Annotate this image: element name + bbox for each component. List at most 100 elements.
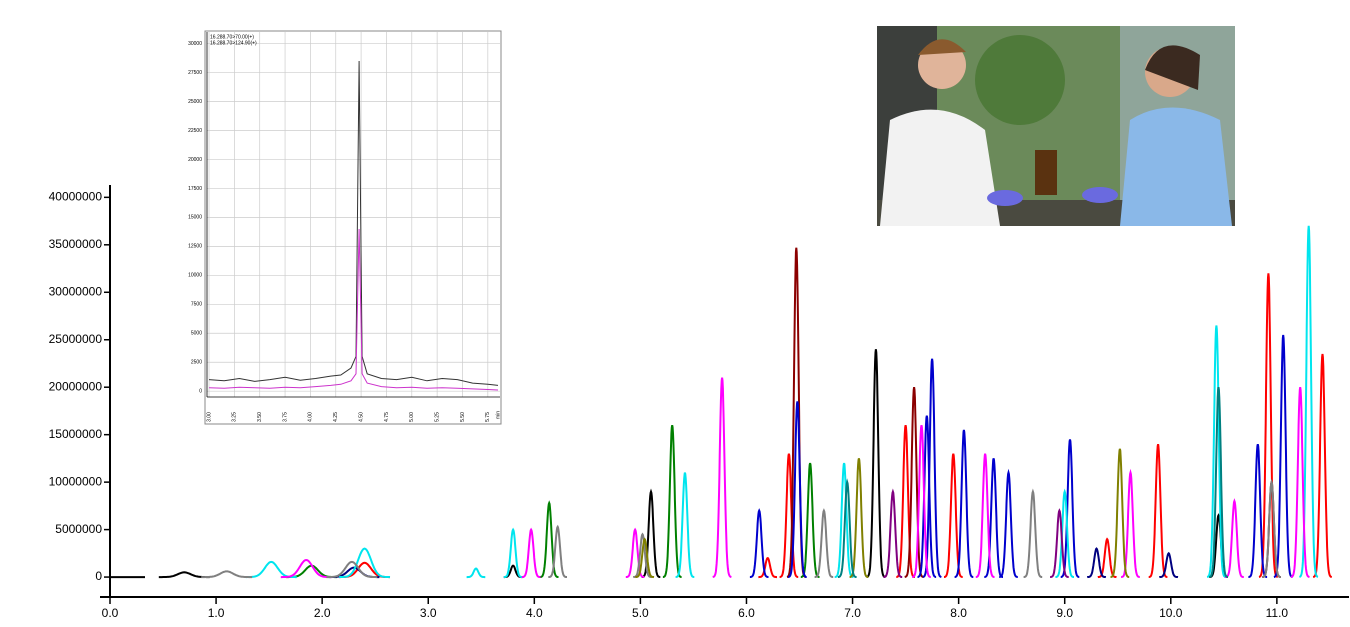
x-tick-label: 5.50 [460,412,466,422]
peak [632,532,653,579]
legend-entry: 16.288.70>70.00(+) [210,34,254,40]
peak [866,349,886,578]
peak [1290,387,1310,578]
y-tick-label: 5000 [191,331,202,337]
photo-glove [1082,187,1118,203]
peak [1055,488,1074,578]
x-tick-label: 4.50 [358,412,364,422]
peak [1121,468,1140,578]
peak [662,425,682,578]
y-tick-label: 40000000 [49,190,103,204]
x-tick-label: 4.25 [333,412,339,422]
photo-hair-left [918,39,966,55]
main-chart: 0 5000000 10000000 15000000 20000000 25000000… [49,185,1349,620]
peak [521,527,541,578]
peak [1225,498,1244,578]
peak [814,508,834,578]
peak [245,560,297,579]
y-tick-label: 35000000 [49,237,103,251]
peak [975,453,995,578]
peak [1273,334,1293,578]
photo-coat-left [880,109,1000,226]
x-tick-label: 8.0 [950,606,967,620]
photo-tree [975,35,1065,125]
peak [548,524,567,578]
x-tick-label: 11.0 [1266,606,1289,620]
photo [877,26,1235,226]
peak [954,429,974,578]
x-tick-label: 9.0 [1056,606,1073,620]
peak [201,570,253,579]
peak [999,468,1018,578]
y-tick-label: 0 [199,389,202,395]
x-tick-label: 4.00 [308,412,314,422]
y-tick-label: 25000000 [49,332,103,346]
peak [917,415,937,578]
peak [326,560,378,579]
x-tick-label: 5.00 [409,412,415,422]
peak [944,453,963,578]
x-tick-label: 10.0 [1159,606,1183,620]
peak [1050,508,1069,578]
trace [208,60,499,386]
peak [922,358,942,578]
x-tick-label: 0.0 [102,606,119,620]
peak [1060,439,1080,578]
y-tick-label: 22500 [188,128,202,134]
peak [1248,443,1268,578]
peak [1159,551,1179,579]
y-tick-label: 30000 [188,41,202,47]
peak [800,462,820,578]
x-tick-label: 4.75 [384,412,390,422]
y-tick-label: 10000 [188,273,202,279]
peak [779,453,799,578]
y-tick-label: 2500 [191,360,202,366]
x-tick-label: 4.0 [526,606,543,620]
y-tick-label: 5000000 [55,522,102,536]
x-tick-label: 3.25 [232,412,238,422]
y-tick-label: 15000000 [49,427,103,441]
legend-entry: 16.288.70>124.90(+) [210,40,257,46]
peak [837,478,857,578]
y-tick-label: 25000 [188,99,202,105]
peak [675,472,695,578]
peak [625,527,645,578]
y-tick-label: 27500 [188,70,202,76]
y-tick-label: 17500 [188,186,202,192]
x-tick-label: 3.0 [420,606,437,620]
peak [788,401,807,578]
peak [1208,387,1229,578]
peak [1312,353,1333,578]
peak [749,508,769,578]
peak [834,462,854,578]
inset-frame [204,30,502,425]
peak [1262,478,1281,578]
peak [1206,325,1226,578]
inset-chart: 0 2500 5000 7500 10000 12500 15000 17500 20000 22… [188,30,502,425]
peak [539,500,559,578]
peak [758,556,777,579]
x-tick-label: 3.75 [282,412,288,422]
y-tick-label: 15000 [188,215,202,221]
y-tick-label: 20000 [188,157,202,163]
y-tick-label: 0 [95,569,102,583]
peak [1110,448,1130,578]
y-tick-label: 30000000 [49,284,103,298]
x-tick-label: 5.0 [632,606,649,620]
x-unit: min [495,411,501,419]
peak [466,567,486,579]
y-tick-label: 10000000 [49,474,103,488]
x-tick-label: 3.50 [257,412,263,422]
peak [1258,273,1278,578]
x-tick-label: 7.0 [844,606,861,620]
peak [1086,547,1107,579]
peak [984,458,1003,578]
x-tick-label: 5.75 [485,412,491,422]
peak [641,488,661,578]
peak [280,558,332,579]
x-tick-label: 2.0 [314,606,331,620]
peak [1023,488,1043,578]
y-tick-label: 12500 [188,244,202,250]
peak [883,488,903,578]
